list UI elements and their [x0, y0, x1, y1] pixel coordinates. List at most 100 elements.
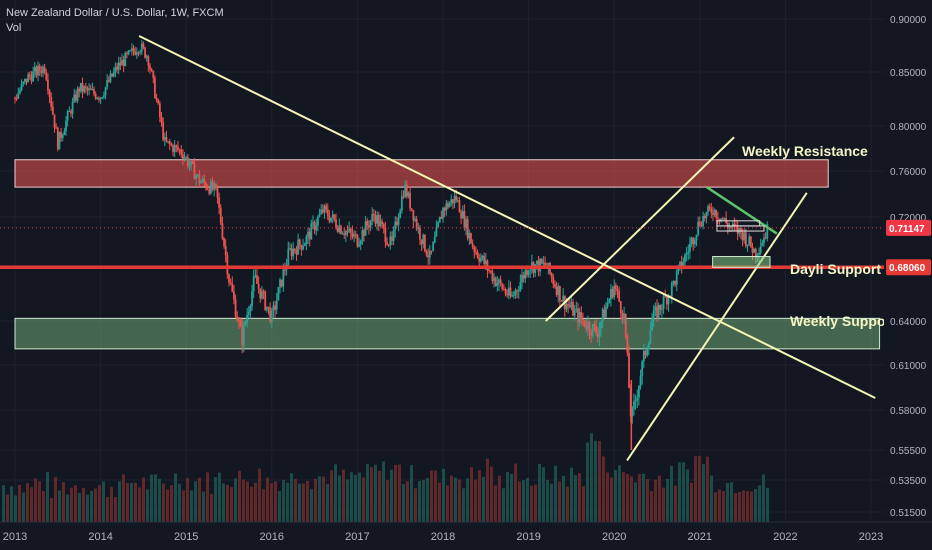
candle-body: [81, 82, 84, 92]
candle-body: [172, 145, 174, 153]
candle-body: [135, 52, 138, 55]
volume-bar: [742, 490, 745, 522]
candle-body: [242, 324, 245, 346]
candle-body: [554, 284, 556, 287]
volume-bar: [502, 488, 505, 522]
candle-body: [251, 291, 253, 307]
candle-body: [168, 141, 171, 145]
candle-body: [455, 196, 458, 201]
candle-body: [484, 260, 487, 264]
candle-body: [158, 103, 161, 118]
volume-bar: [34, 478, 37, 522]
volume-bar: [750, 491, 753, 522]
volume-bar: [298, 483, 301, 522]
volume-bar: [746, 491, 749, 522]
volume-bar: [118, 481, 121, 522]
candle-body: [493, 277, 495, 282]
candle-body: [601, 309, 604, 322]
weekly-support-label: Weekly Support: [790, 313, 896, 329]
candle-body: [267, 306, 270, 308]
candle-body: [249, 306, 252, 312]
candle-body: [264, 291, 267, 310]
candle-body: [763, 237, 765, 244]
volume-bar: [578, 473, 581, 522]
candle-body: [208, 189, 211, 194]
candle-body: [512, 294, 515, 296]
candle-body: [303, 244, 306, 247]
volume-bar: [134, 482, 137, 522]
candle-body: [129, 50, 132, 52]
volume-bar: [442, 468, 445, 522]
candle-body: [405, 184, 408, 197]
candle-body: [237, 320, 240, 322]
candle-body: [111, 73, 114, 77]
volume-bar: [362, 477, 365, 522]
candle-body: [269, 307, 272, 322]
volume-bar: [286, 482, 289, 522]
candle-body: [107, 80, 110, 82]
candle-body: [25, 78, 28, 83]
volume-bar: [6, 494, 9, 522]
candle-body: [91, 89, 94, 91]
volume-bar: [350, 472, 353, 522]
candle-body: [456, 200, 459, 202]
volume-bar: [130, 483, 133, 522]
candle-body: [68, 110, 71, 112]
candle-body: [89, 88, 92, 90]
volume-bar: [230, 487, 233, 522]
candle-body: [140, 43, 143, 52]
candle-body: [340, 225, 342, 234]
candle-body: [552, 277, 555, 285]
candle-body: [381, 221, 383, 224]
candle-body: [233, 291, 235, 300]
volume-bar: [222, 483, 225, 522]
daily-support-label: Dayli Support: [790, 261, 881, 277]
trendline: [626, 192, 808, 462]
candle-body: [289, 248, 291, 250]
candle-body: [621, 312, 624, 320]
volume-bar: [406, 481, 409, 522]
candle-body: [557, 285, 560, 296]
volume-bar: [10, 486, 13, 522]
candle-body: [58, 131, 61, 150]
candle-body: [420, 239, 423, 245]
candle-body: [572, 302, 574, 316]
volume-bar: [690, 483, 693, 522]
candle-body: [154, 77, 156, 98]
candle-body: [364, 221, 367, 236]
candle-body: [188, 164, 191, 167]
volume-bar: [538, 463, 541, 522]
volume-bar: [274, 481, 277, 522]
candle-body: [93, 89, 95, 94]
volume-bar: [530, 485, 533, 522]
candle-body: [713, 209, 716, 215]
candle-body: [417, 227, 420, 229]
candle-body: [522, 274, 525, 279]
candle-body: [479, 258, 482, 262]
volume-bar: [410, 465, 413, 522]
candle-body: [162, 122, 165, 140]
candle-body: [647, 343, 650, 350]
volume-bar: [426, 477, 429, 522]
volume-bar: [42, 490, 45, 522]
volume-bar: [74, 485, 77, 522]
candle-body: [419, 227, 421, 240]
candle-body: [465, 219, 467, 229]
candle-body: [348, 228, 351, 232]
candle-body: [27, 74, 30, 83]
candle-body: [649, 330, 652, 344]
candle-body: [310, 223, 313, 240]
candle-body: [15, 98, 18, 100]
legend: New Zealand Dollar / U.S. Dollar, 1W, FX…: [6, 6, 224, 36]
candle-body: [466, 219, 469, 239]
volume-bar: [254, 482, 257, 522]
candle-body: [376, 214, 379, 224]
volume-bar: [66, 494, 69, 522]
volume-bar: [314, 478, 317, 522]
volume-bar: [54, 477, 57, 522]
candle-body: [239, 320, 242, 327]
candle-body: [697, 221, 700, 235]
candle-body: [749, 236, 752, 247]
candle-body: [78, 88, 81, 92]
